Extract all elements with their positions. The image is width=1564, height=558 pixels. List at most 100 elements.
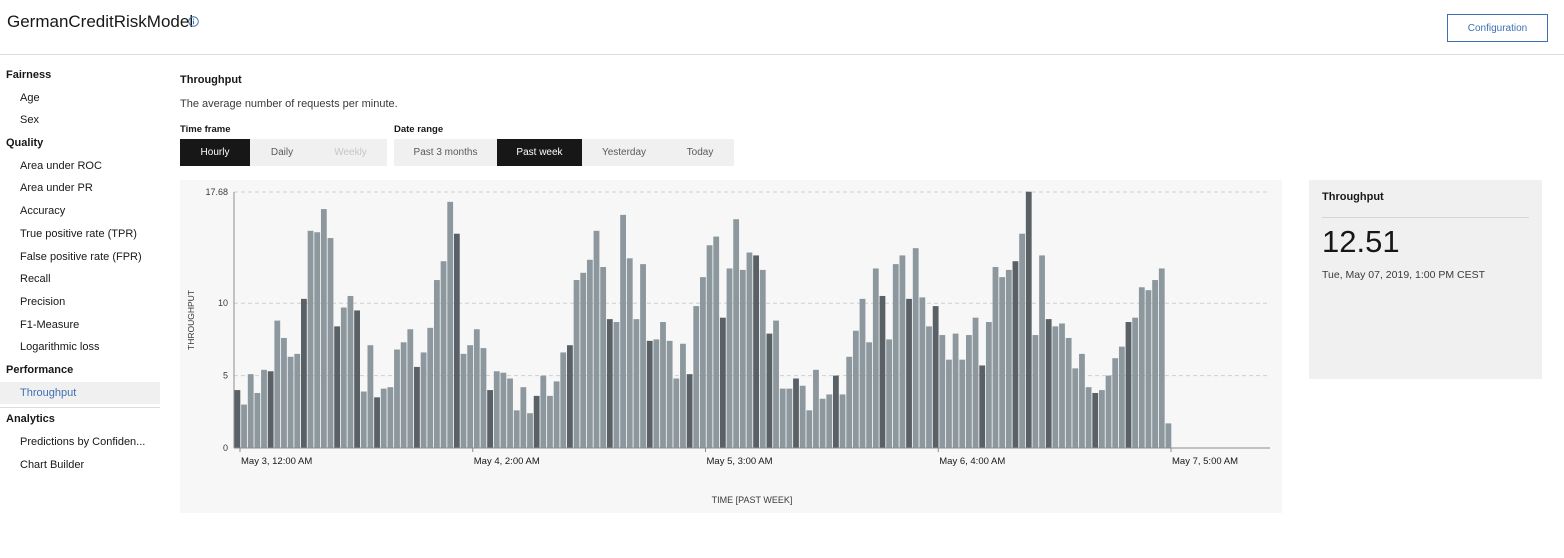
chart-bar (786, 388, 793, 448)
time-frame-hourly[interactable]: Hourly (180, 139, 250, 166)
configuration-button[interactable]: Configuration (1447, 14, 1548, 42)
chart-bar (966, 335, 972, 448)
chart-bar (813, 369, 819, 448)
chart-bar (294, 353, 301, 448)
date-range-past-week[interactable]: Past week (497, 139, 582, 166)
chart-bar (254, 392, 261, 448)
chart-bar (1019, 233, 1025, 448)
chart-bar (939, 335, 946, 448)
chart-bar (859, 298, 866, 448)
sidebar-item-logarithmic-loss[interactable]: Logarithmic loss (20, 341, 100, 354)
chart-bar (1105, 375, 1112, 448)
sidebar-item-fpr[interactable]: False positive rate (FPR) (20, 250, 142, 263)
chart-bar (972, 317, 979, 448)
chart-bar (414, 366, 420, 448)
sidebar-item-throughput[interactable]: Throughput (0, 381, 160, 405)
chart-bar (320, 209, 327, 448)
time-frame-switcher: Hourly Daily Weekly (180, 139, 387, 166)
chart-bar (660, 322, 666, 448)
chart-bar (673, 378, 680, 448)
sidebar-item-recall[interactable]: Recall (20, 273, 51, 286)
info-icon[interactable] (188, 16, 199, 27)
chart-bar (919, 297, 926, 448)
sidebar-item-f1-measure[interactable]: F1-Measure (20, 318, 80, 331)
chart-bar (267, 371, 274, 448)
chart-bar (274, 320, 281, 448)
chart-bar (440, 261, 447, 448)
chart-bar (453, 233, 460, 448)
chart-bar (261, 369, 267, 448)
chart-bar (1025, 191, 1032, 449)
chart-bar (434, 280, 440, 448)
chart-bar (872, 268, 879, 448)
chart-bar (719, 317, 726, 448)
chart-bar (852, 330, 859, 448)
time-frame-label: Time frame (180, 124, 231, 135)
x-tick-label: May 3, 12:00 AM (241, 456, 312, 467)
chart-bar (946, 359, 952, 448)
chart-bar (567, 345, 573, 448)
sidebar-item-area-under-roc[interactable]: Area under ROC (20, 159, 102, 172)
chart-bar (706, 245, 713, 448)
chart-bar (879, 295, 886, 448)
chart-bar (507, 378, 513, 448)
page-title: GermanCreditRiskModel (7, 12, 194, 31)
sidebar-item-tpr[interactable]: True positive rate (TPR) (20, 227, 137, 240)
chart-bar (666, 340, 673, 448)
chart-bar (713, 236, 720, 448)
date-range-today[interactable]: Today (686, 147, 714, 158)
chart-bar (1092, 392, 1099, 448)
y-tick-label: 0 (223, 443, 228, 453)
sidebar-item-area-under-pr[interactable]: Area under PR (20, 182, 93, 195)
throughput-summary-card: Throughput 12.51 Tue, May 07, 2019, 1:00… (1309, 180, 1542, 379)
chart-bar (247, 374, 254, 448)
chart-bar (999, 277, 1006, 448)
sidebar-section-performance: Performance (6, 363, 74, 376)
chart-bar (979, 365, 986, 448)
chart-bar (467, 345, 474, 448)
y-tick-label: 17.68 (205, 187, 228, 197)
chart-bar (394, 349, 400, 448)
sidebar-item-precision[interactable]: Precision (20, 295, 66, 308)
chart-bar (281, 337, 287, 448)
chart-bar (307, 230, 314, 448)
chart-bar (367, 345, 374, 448)
chart-bar (926, 326, 932, 448)
x-tick-label: May 6, 4:00 AM (939, 456, 1005, 467)
chart-bar (1079, 353, 1085, 448)
chart-bar (547, 395, 553, 448)
chart-bar (846, 356, 853, 448)
chart-bar (1059, 323, 1065, 448)
x-tick-label: May 7, 5:00 AM (1172, 456, 1238, 467)
sidebar-item-accuracy[interactable]: Accuracy (20, 205, 66, 218)
chart-bar (600, 267, 607, 448)
chart-bar (620, 214, 626, 448)
chart-bar (626, 258, 633, 448)
date-range-past-3-months[interactable]: Past 3 months (413, 147, 478, 158)
chart-bar (985, 322, 992, 448)
chart-bar (480, 348, 487, 448)
date-range-yesterday[interactable]: Yesterday (601, 147, 647, 158)
sidebar-item-sex[interactable]: Sex (20, 114, 39, 127)
sidebar-item-predictions-by-confidence[interactable]: Predictions by Confiden... (20, 436, 146, 448)
throughput-chart: 0 5 10 17.68 May 3, 12:00 AM May 4, 2:00 AM Ma… (186, 187, 1270, 505)
x-axis-title: TIME [PAST WEEK] (712, 495, 793, 505)
y-tick-label: 5 (223, 371, 228, 381)
chart-bar (653, 339, 660, 448)
time-frame-weekly[interactable]: Weekly (334, 147, 367, 158)
chart-bar (1132, 317, 1139, 448)
time-frame-daily[interactable]: Daily (270, 147, 294, 158)
sidebar-item-chart-builder[interactable]: Chart Builder (20, 458, 85, 471)
chart-bar (241, 404, 247, 448)
chart-bar (613, 322, 620, 448)
sidebar-section-quality: Quality (6, 137, 44, 150)
summary-card-title: Throughput (1322, 191, 1384, 203)
chart-bar (354, 310, 360, 448)
chart-bar (1112, 358, 1119, 448)
chart-bar (633, 319, 640, 448)
chart-bar (899, 255, 906, 448)
sidebar-item-age[interactable]: Age (20, 91, 40, 104)
chart-bar (959, 359, 966, 448)
x-tick-label: May 4, 2:00 AM (474, 456, 540, 467)
chart-bar (1045, 319, 1052, 448)
